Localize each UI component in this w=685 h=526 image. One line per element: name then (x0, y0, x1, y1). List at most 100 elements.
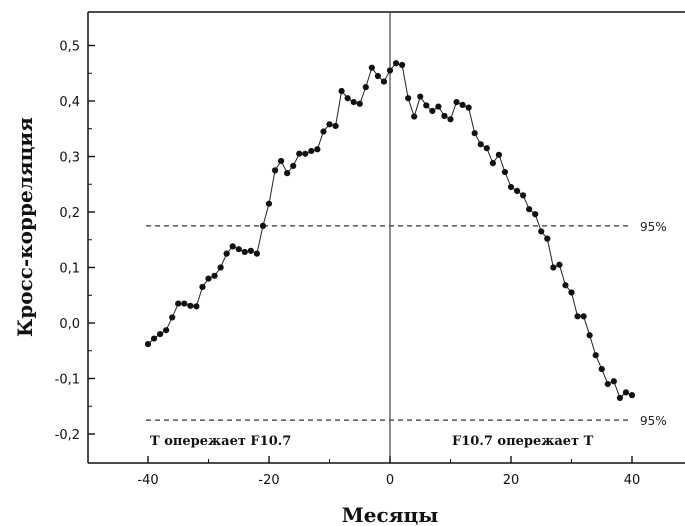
data-point (332, 122, 339, 130)
data-point (278, 157, 285, 165)
y-tick-label: -0,1 (55, 373, 80, 388)
data-point (235, 246, 242, 253)
data-point (532, 211, 539, 218)
x-tick-label: -20 (258, 473, 279, 488)
data-point (441, 112, 448, 120)
reference-line-label: 95% (640, 220, 667, 234)
data-point (580, 313, 587, 320)
x-tick-label: -40 (137, 473, 158, 488)
data-point (259, 222, 267, 229)
data-point (163, 327, 170, 334)
data-point (223, 250, 230, 257)
data-point (411, 113, 418, 120)
data-point (610, 378, 617, 385)
data-point (320, 128, 327, 135)
data-point (423, 102, 430, 109)
data-point (447, 116, 454, 123)
data-point (507, 183, 515, 191)
y-tick-label: 0,2 (59, 206, 80, 221)
x-axis-title: Месяцы (342, 503, 439, 526)
data-point (181, 300, 188, 307)
x-tick-label: 0 (386, 473, 394, 488)
data-point (380, 78, 388, 85)
data-point (193, 303, 200, 310)
reference-line-label: 95% (640, 414, 667, 428)
data-point (362, 84, 369, 91)
data-point (544, 235, 551, 242)
plot-frame-group (87, 11, 685, 464)
data-point (290, 162, 297, 170)
data-point (459, 101, 466, 108)
data-point (386, 67, 394, 74)
y-tick-label: 0,0 (59, 317, 80, 332)
data-point (417, 93, 424, 100)
data-point (344, 95, 351, 102)
data-point (392, 60, 400, 67)
data-point (495, 151, 502, 158)
data-point (187, 302, 194, 309)
data-point (586, 332, 593, 339)
data-point (550, 264, 557, 271)
data-point (374, 72, 381, 80)
data-point (350, 99, 357, 106)
y-tick-label: -0,2 (55, 428, 80, 443)
data-point (247, 247, 254, 254)
data-point (144, 340, 152, 348)
y-tick-label: 0,1 (59, 262, 80, 277)
data-point (604, 380, 611, 388)
data-point (513, 187, 521, 195)
annotation-right: F10.7 опережает T (452, 434, 594, 449)
data-point (483, 145, 490, 152)
data-point (598, 365, 605, 373)
data-point (302, 150, 309, 157)
y-axis-title: Кросс-корреляция (13, 117, 37, 337)
reference-lines-group: 95% 95% (146, 220, 667, 428)
x-tick-label: 20 (503, 473, 520, 488)
y-tick-label: 0,4 (59, 95, 80, 110)
data-point (169, 314, 176, 321)
y-ticks-group: -0,2 -0,1 0,0 0,1 0,2 0,3 0,4 0,5 (55, 40, 95, 443)
data-point (229, 243, 236, 250)
data-point (616, 394, 624, 402)
data-point (157, 331, 164, 338)
data-point (241, 248, 248, 256)
data-point (526, 206, 533, 213)
data-point (592, 352, 599, 359)
data-point (562, 282, 569, 289)
data-point (538, 228, 545, 235)
data-point (308, 147, 315, 155)
annotation-left: T опережает F10.7 (150, 434, 291, 449)
data-point (568, 289, 575, 296)
data-point (271, 167, 279, 174)
data-point (489, 160, 496, 167)
data-point (338, 87, 345, 95)
data-point (471, 130, 478, 137)
data-point (217, 264, 224, 271)
data-point (199, 283, 206, 291)
data-point (296, 150, 303, 157)
x-tick-label: 40 (624, 473, 641, 488)
data-point (435, 103, 442, 110)
data-point (574, 313, 581, 320)
data-point (429, 107, 436, 115)
data-point (622, 389, 630, 396)
series-group (144, 60, 636, 402)
data-point (150, 335, 158, 342)
data-point (265, 200, 273, 207)
data-point (284, 170, 291, 177)
data-point (405, 95, 412, 102)
data-point (211, 272, 218, 279)
data-point (556, 261, 563, 268)
data-point (314, 146, 321, 153)
data-point (205, 275, 212, 282)
data-point (501, 168, 509, 176)
data-point (520, 192, 527, 199)
y-tick-label: 0,5 (59, 40, 80, 55)
data-point (477, 141, 484, 148)
data-point (399, 61, 406, 69)
data-point (628, 392, 636, 399)
data-point (253, 250, 260, 257)
x-ticks-group: -40 -20 0 20 40 (137, 456, 640, 488)
data-point (326, 121, 333, 128)
data-point (356, 100, 363, 107)
